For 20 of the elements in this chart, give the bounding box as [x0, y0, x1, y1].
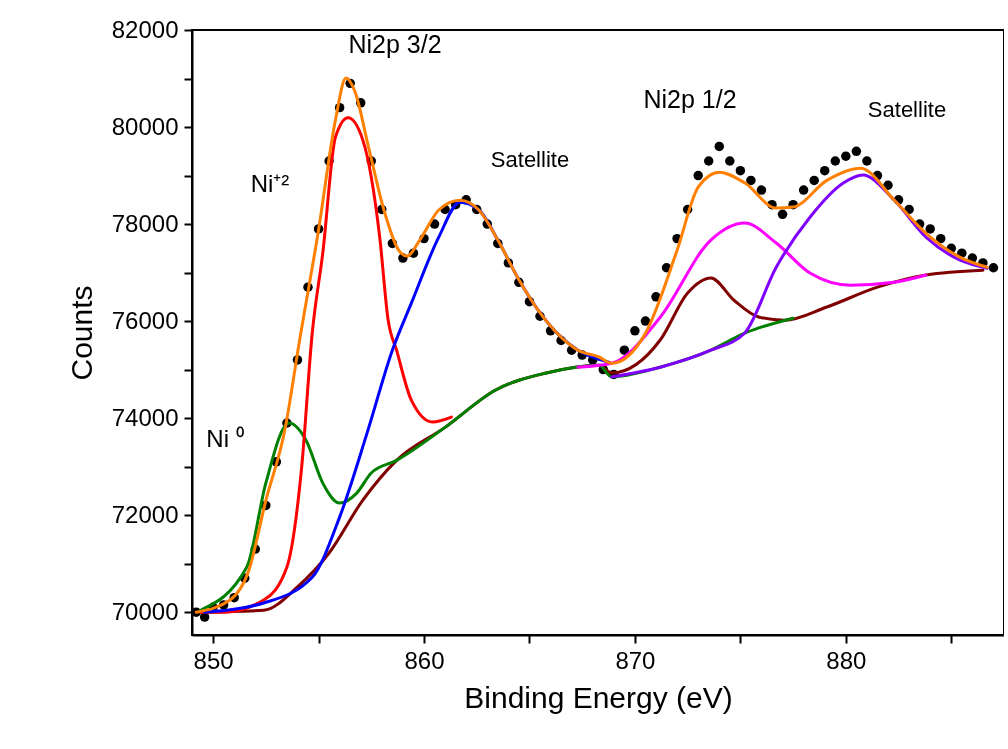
y-tick-label: 70000 — [111, 597, 179, 625]
y-tick-label: 80000 — [111, 112, 179, 140]
annotation: Satellite — [867, 97, 947, 122]
x-tick-label: 880 — [826, 646, 867, 674]
line-series — [576, 221, 928, 369]
annotation: Satellite — [490, 147, 570, 172]
x-tick-label: 860 — [404, 646, 445, 674]
x-tick-label: 870 — [615, 646, 656, 674]
x-axis-title: Binding Energy (eV) — [464, 680, 733, 714]
y-tick-label: 74000 — [111, 403, 179, 431]
annotation: Ni2p 3/2 — [348, 30, 442, 58]
y-tick-label: 78000 — [111, 209, 179, 237]
y-tick-label: 72000 — [111, 500, 179, 528]
y-tick-label: 82000 — [111, 15, 179, 43]
x-tick-label: 850 — [193, 646, 234, 674]
annotation: Ni ⁰ — [206, 425, 244, 452]
y-tick-label: 76000 — [111, 306, 179, 334]
y-axis-title: Counts — [64, 285, 98, 381]
annotation: Ni2p 1/2 — [643, 85, 737, 113]
annotation: Ni⁺² — [250, 170, 290, 197]
